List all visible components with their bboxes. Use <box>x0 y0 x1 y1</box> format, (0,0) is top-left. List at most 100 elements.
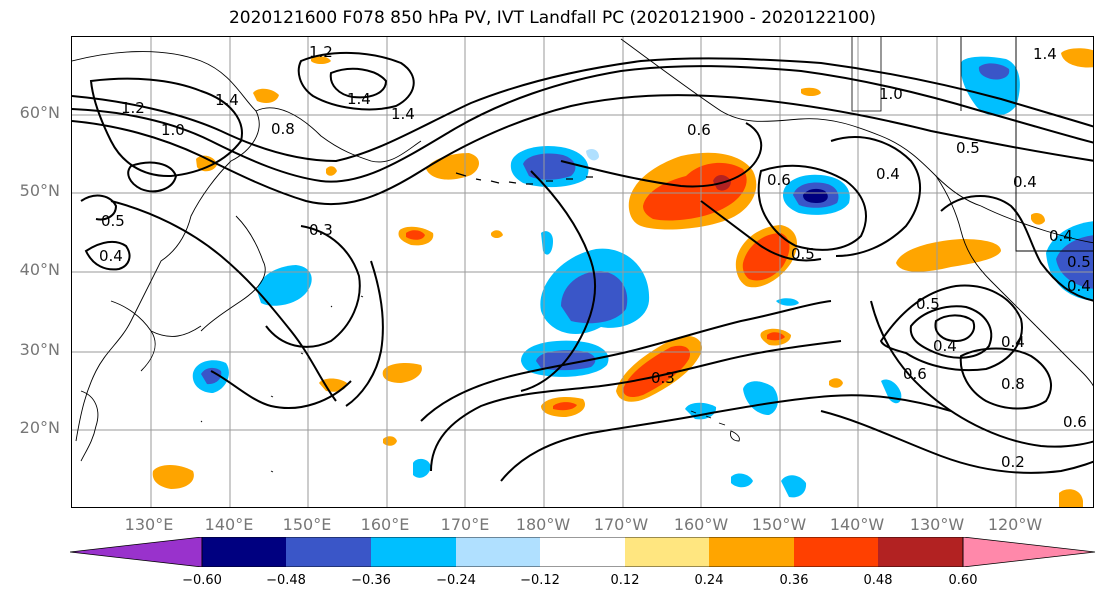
contour-label: 0.8 <box>1001 375 1025 393</box>
colorbar-tick: 0.12 <box>610 573 640 588</box>
lon-label-140w: 140°W <box>829 515 885 534</box>
contour-label: 0.6 <box>687 121 711 139</box>
contour-label: 1.4 <box>391 105 415 123</box>
colorbar-tick: 0.48 <box>863 573 893 588</box>
pos-blob-p <box>829 378 843 388</box>
colorbar-tick: −0.12 <box>520 573 560 588</box>
lat-label-40n: 40°N <box>19 260 60 279</box>
pos-blob-south-core <box>623 345 691 397</box>
contour-label: 1.4 <box>1033 45 1057 63</box>
colorbar-tick: 0.60 <box>948 573 978 588</box>
neg-blob-japan <box>257 265 312 306</box>
colorbar-tick: −0.48 <box>266 573 306 588</box>
contour-label: 0.5 <box>101 212 125 230</box>
lon-label-170w: 170°W <box>593 515 649 534</box>
lon-label-160e: 160°E <box>360 515 410 534</box>
colorbar-swatch <box>794 537 878 567</box>
lat-label-20n: 20°N <box>19 418 60 437</box>
lon-label-180w: 180°W <box>515 515 571 534</box>
neg-blob-okinawa-core <box>201 367 222 385</box>
contour-label: 1.2 <box>309 43 333 61</box>
colorbar-swatch <box>286 537 371 567</box>
contour-label: 0.4 <box>876 165 900 183</box>
contour-label: 0.5 <box>916 295 940 313</box>
map-panel: 1.2 1.4 1.4 1.2 1.0 1.4 0.8 0.6 1.4 1.0 … <box>71 36 1094 508</box>
colorbar-tick: 0.24 <box>694 573 724 588</box>
contour-label: 0.5 <box>1067 253 1091 271</box>
pos-blob-n <box>311 56 331 64</box>
contour-label: 0.5 <box>956 139 980 157</box>
contour-label: 1.2 <box>121 99 145 117</box>
pos-blob-b-core <box>406 230 425 240</box>
contour-labels: 1.2 1.4 1.4 1.2 1.0 1.4 0.8 0.6 1.4 1.0 … <box>99 43 1091 471</box>
lon-label-150e: 150°E <box>282 515 332 534</box>
contour-label: 0.6 <box>1063 413 1087 431</box>
pos-blob-m <box>1031 213 1045 225</box>
contour-label: 0.6 <box>903 365 927 383</box>
map-canvas: 1.2 1.4 1.4 1.2 1.0 1.4 0.8 0.6 1.4 1.0 … <box>72 37 1093 507</box>
contour-label: 0.6 <box>767 171 791 189</box>
pos-blob-o <box>383 436 397 446</box>
neg-blob-hawaii-a <box>743 381 778 415</box>
pos-blob-a <box>426 153 479 180</box>
neg-blob-uscoast-core <box>1056 235 1093 289</box>
lon-label-120w: 120°W <box>987 515 1043 534</box>
pos-blob-l <box>801 87 821 96</box>
contour-label: 0.4 <box>1001 333 1025 351</box>
pos-blob-mid-core <box>742 233 790 281</box>
colorbar-svg <box>69 536 1096 568</box>
neg-blob-south <box>781 475 807 498</box>
colorbar-extend-low <box>69 536 203 568</box>
neg-blob-small6 <box>586 149 599 161</box>
neg-blob-small1 <box>413 458 431 478</box>
pv-contours <box>72 51 1093 482</box>
neg-blob-small2 <box>541 231 553 255</box>
lon-label-130w: 130°W <box>909 515 965 534</box>
contour-label: 1.0 <box>879 85 903 103</box>
neg-blob-small4 <box>731 473 753 488</box>
pos-blob-e <box>319 378 347 392</box>
neg-blob-small5 <box>776 298 799 306</box>
lon-label-160w: 160°W <box>673 515 729 534</box>
contour-label: 0.3 <box>651 369 675 387</box>
pos-blob-q <box>491 230 503 238</box>
lat-label-30n: 30°N <box>19 340 60 359</box>
neg-blob-small3 <box>881 379 902 404</box>
colorbar-swatch <box>625 537 709 567</box>
colorbar-swatch <box>456 537 540 567</box>
pos-blob-f <box>152 465 194 489</box>
pos-blob-h <box>253 88 279 103</box>
lon-label-170e: 170°E <box>440 515 490 534</box>
contour-label: 0.4 <box>1067 277 1091 295</box>
pos-blob-c-core <box>553 402 577 411</box>
lat-label-50n: 50°N <box>19 181 60 200</box>
lon-label-140e: 140°E <box>204 515 254 534</box>
colorbar <box>69 536 1096 571</box>
pos-blob-k <box>1061 48 1093 68</box>
pos-blob-d <box>382 363 422 383</box>
contour-label: 0.3 <box>309 221 333 239</box>
colorbar-swatch <box>709 537 794 567</box>
map-title: 2020121600 F078 850 hPa PV, IVT Landfall… <box>228 8 876 28</box>
contour-label: 0.8 <box>271 120 295 138</box>
neg-blob-canada-core <box>978 63 1010 80</box>
neg-blob-north-core <box>523 153 576 180</box>
contour-label: 0.5 <box>791 245 815 263</box>
contour-label: 0.4 <box>1013 173 1037 191</box>
colorbar-swatch <box>202 537 286 567</box>
colorbar-tick: −0.60 <box>182 573 222 588</box>
coastlines <box>72 37 1093 473</box>
pos-blob-r <box>326 166 337 176</box>
lon-label-150w: 150°W <box>751 515 807 534</box>
contour-label: 1.4 <box>215 91 239 109</box>
contour-label: 0.4 <box>1049 227 1073 245</box>
neg-blob-gulf-core <box>803 188 828 203</box>
colorbar-tick: 0.36 <box>779 573 809 588</box>
lon-label-130e: 130°E <box>124 515 174 534</box>
contour-label: 1.0 <box>161 121 185 139</box>
colorbar-tick: −0.36 <box>351 573 391 588</box>
contour-label: 0.2 <box>1001 453 1025 471</box>
colorbar-swatch <box>371 537 456 567</box>
pos-blob-ne <box>896 239 1001 272</box>
pos-blob-i <box>196 155 217 172</box>
